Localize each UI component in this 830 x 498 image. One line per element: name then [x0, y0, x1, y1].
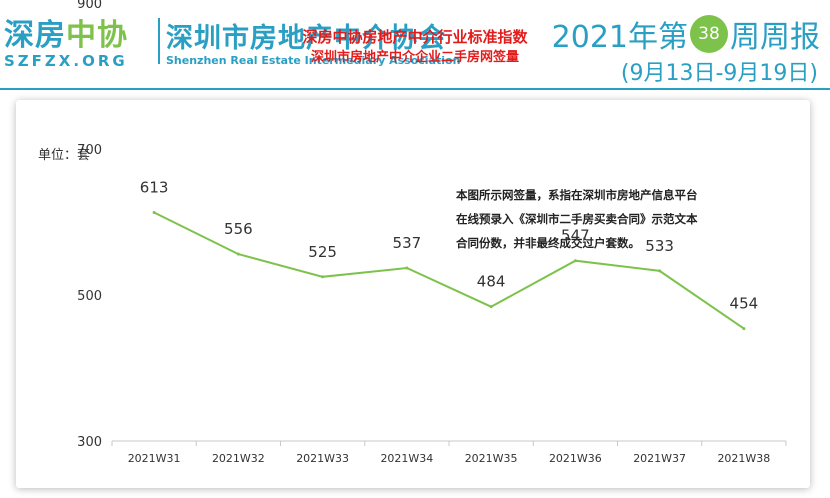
- report-title-prefix: 2021年第: [551, 20, 688, 55]
- data-label: 613: [140, 179, 169, 197]
- data-label: 533: [645, 237, 674, 255]
- data-point: [489, 305, 493, 309]
- y-tick-label: 500: [77, 289, 102, 304]
- week-number-badge: 38: [690, 15, 728, 53]
- logo-char-2: 房: [35, 18, 66, 53]
- data-point: [658, 269, 662, 273]
- chart-note-line: 合同份数，并非最终成交过户套数。: [456, 236, 640, 250]
- unit-label: 单位：套: [38, 148, 91, 163]
- org-english-name: Shenzhen Real Estate Intermediary Associ…: [166, 54, 461, 67]
- logo: 深房中协: [4, 10, 128, 54]
- report-header: 深房中协 SZFZX.ORG 深圳市房地产中介协会 Shenzhen Real …: [0, 0, 830, 88]
- chart-note-line: 本图所示网签量，系指在深圳市房地产信息平台: [456, 188, 698, 202]
- data-point: [573, 259, 577, 263]
- report-title-suffix: 周周报: [730, 20, 820, 55]
- data-label: 547: [561, 227, 590, 245]
- chart-title: 深房中协房地产中介行业标准指数: [302, 28, 528, 46]
- data-point: [236, 252, 240, 256]
- chart-subtitle: 深圳市房地产中介企业二手房网签量: [310, 50, 519, 65]
- org-name: 深圳市房地产中介协会: [166, 23, 446, 54]
- data-label: 525: [308, 243, 337, 261]
- data-label: 537: [393, 234, 422, 252]
- y-tick-label: 300: [77, 435, 102, 450]
- data-label: 556: [224, 220, 253, 238]
- report-title: 2021年第 38 周周报: [552, 12, 820, 56]
- x-tick-label: 2021W32: [212, 452, 265, 465]
- data-point: [742, 327, 746, 331]
- chart-note: 本图所示网签量，系指在深圳市房地产信息平台 在线预录入《深圳市二手房买卖合同》示…: [456, 183, 786, 255]
- y-tick-label: 900: [77, 0, 102, 12]
- data-point: [405, 266, 409, 270]
- data-label: 484: [477, 273, 506, 291]
- x-tick-label: 2021W33: [296, 452, 349, 465]
- x-tick-label: 2021W35: [465, 452, 518, 465]
- data-point: [321, 275, 325, 279]
- chart-note-line: 在线预录入《深圳市二手房买卖合同》示范文本: [456, 212, 698, 226]
- data-label: 454: [730, 295, 759, 313]
- data-point: [152, 211, 156, 215]
- logo-domain: SZFZX.ORG: [4, 52, 128, 70]
- date-range: (9月13日-9月19日): [620, 61, 818, 86]
- logo-char-3: 中: [66, 18, 97, 53]
- x-tick-label: 2021W31: [128, 452, 181, 465]
- logo-char-1: 深: [4, 18, 35, 53]
- x-tick-label: 2021W37: [633, 452, 686, 465]
- header-rule: [0, 88, 830, 90]
- x-tick-label: 2021W34: [380, 452, 433, 465]
- x-tick-label: 2021W38: [717, 452, 770, 465]
- chart-panel: [16, 100, 810, 488]
- logo-char-4: 协: [97, 18, 128, 53]
- series-line: [153, 211, 745, 330]
- y-tick-label: 700: [77, 143, 102, 158]
- x-tick-label: 2021W36: [549, 452, 602, 465]
- logo-divider: [158, 18, 160, 64]
